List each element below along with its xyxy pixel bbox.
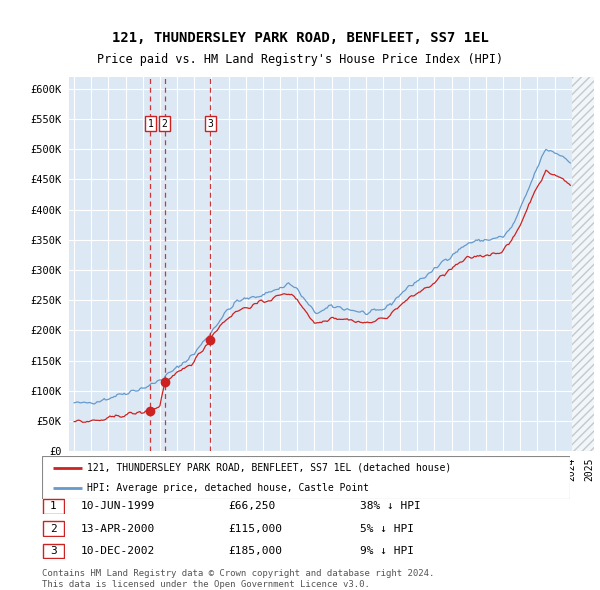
Text: 2: 2: [162, 119, 167, 129]
Text: Contains HM Land Registry data © Crown copyright and database right 2024.: Contains HM Land Registry data © Crown c…: [42, 569, 434, 578]
FancyBboxPatch shape: [42, 456, 570, 499]
Text: £185,000: £185,000: [228, 546, 282, 556]
Text: 1: 1: [148, 119, 153, 129]
Text: 13-APR-2000: 13-APR-2000: [81, 524, 155, 533]
Text: 1: 1: [50, 502, 57, 511]
Text: 2: 2: [50, 524, 57, 533]
Text: Price paid vs. HM Land Registry's House Price Index (HPI): Price paid vs. HM Land Registry's House …: [97, 53, 503, 65]
Text: 121, THUNDERSLEY PARK ROAD, BENFLEET, SS7 1EL (detached house): 121, THUNDERSLEY PARK ROAD, BENFLEET, SS…: [87, 463, 451, 473]
FancyBboxPatch shape: [43, 521, 64, 536]
Text: £115,000: £115,000: [228, 524, 282, 533]
Text: HPI: Average price, detached house, Castle Point: HPI: Average price, detached house, Cast…: [87, 483, 369, 493]
Bar: [572, 77, 594, 451]
Text: 3: 3: [50, 546, 57, 556]
Text: £66,250: £66,250: [228, 502, 275, 511]
FancyBboxPatch shape: [43, 499, 64, 514]
FancyBboxPatch shape: [43, 543, 64, 559]
Text: 5% ↓ HPI: 5% ↓ HPI: [360, 524, 414, 533]
Text: 10-JUN-1999: 10-JUN-1999: [81, 502, 155, 511]
Text: 121, THUNDERSLEY PARK ROAD, BENFLEET, SS7 1EL: 121, THUNDERSLEY PARK ROAD, BENFLEET, SS…: [112, 31, 488, 45]
Bar: [572, 77, 594, 451]
Text: 9% ↓ HPI: 9% ↓ HPI: [360, 546, 414, 556]
Text: 38% ↓ HPI: 38% ↓ HPI: [360, 502, 421, 511]
Text: This data is licensed under the Open Government Licence v3.0.: This data is licensed under the Open Gov…: [42, 579, 370, 589]
Text: 3: 3: [208, 119, 214, 129]
Text: 10-DEC-2002: 10-DEC-2002: [81, 546, 155, 556]
